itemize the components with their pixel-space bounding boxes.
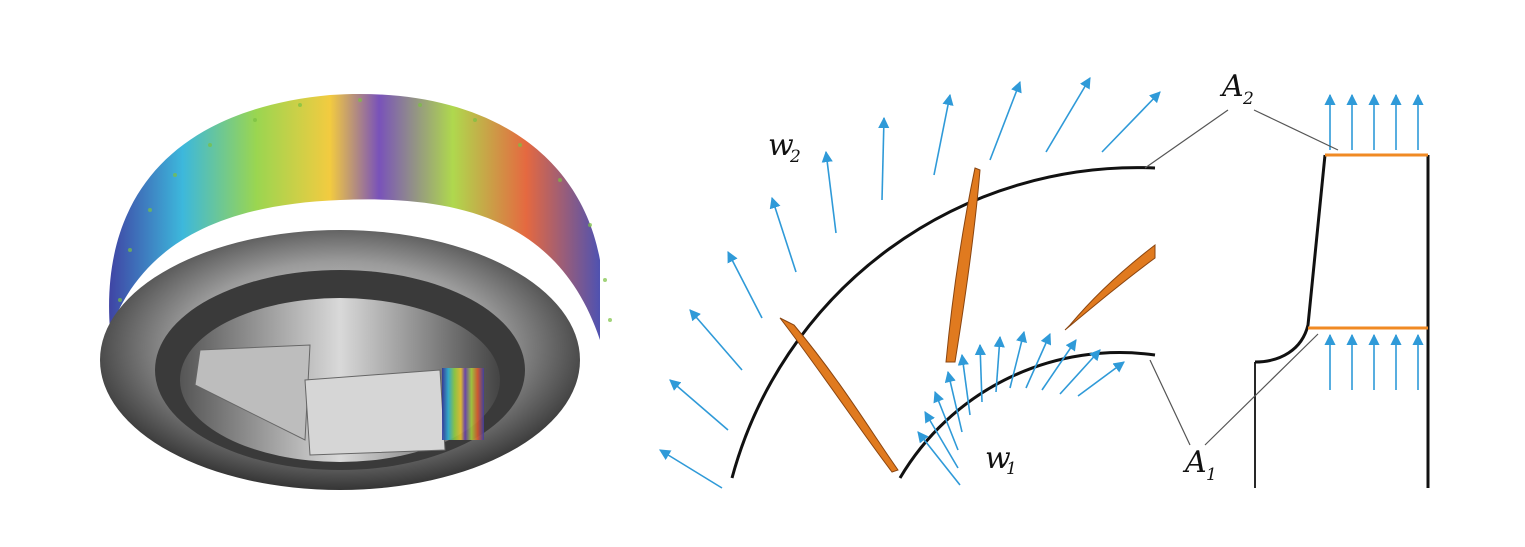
- shroud-profile: [1254, 154, 1327, 364]
- flow-arrow: [659, 449, 723, 489]
- flow-arrow: [821, 150, 837, 234]
- blade-passage-diagram: w 2 w 1: [659, 77, 1161, 489]
- flow-arrow: [1025, 332, 1052, 389]
- flow-arrow: [689, 309, 743, 371]
- flow-arrow: [1101, 91, 1161, 153]
- meridional-section: A 2 A 1: [1144, 69, 1430, 488]
- flow-arrow: [989, 80, 1022, 161]
- flow-arrow: [974, 343, 986, 403]
- flow-arrow: [933, 390, 959, 451]
- flow-arrow: [727, 251, 763, 319]
- flow-arrow: [933, 93, 954, 176]
- flow-arrow: [769, 196, 797, 273]
- flow-arrow: [878, 116, 890, 201]
- impeller-blade: [1064, 243, 1156, 331]
- A2-label-subscript: 2: [1242, 89, 1254, 109]
- flow-arrow: [1009, 330, 1027, 389]
- flow-arrow: [1059, 349, 1101, 395]
- outlet-flow-arrows: [659, 77, 1161, 489]
- w1-label: w: [985, 441, 1011, 476]
- impeller-cfd-render-icon: [100, 93, 612, 490]
- flow-arrow: [1077, 361, 1125, 397]
- w2-label-subscript: 2: [789, 147, 801, 167]
- A1-label: A: [1182, 445, 1207, 480]
- A2-leader-left: [1144, 109, 1229, 169]
- flow-arrow: [944, 370, 963, 433]
- impeller-inner-blade: [194, 344, 311, 441]
- w2-label: w: [768, 128, 794, 163]
- inlet-flow-arrows: [917, 330, 1125, 486]
- impeller-blade: [779, 317, 899, 473]
- impeller-inner-blade: [304, 369, 446, 456]
- A2-label: A: [1219, 69, 1244, 104]
- outlet-circle-arc: [730, 166, 1156, 479]
- A1-leader-left: [1149, 359, 1191, 446]
- flow-arrow: [669, 379, 729, 431]
- flow-arrow: [993, 335, 1005, 393]
- flow-arrow: [917, 431, 961, 486]
- w1-label-subscript: 1: [1006, 459, 1017, 479]
- A1-leader-right: [1204, 333, 1319, 446]
- cfd-flow-band: [109, 93, 600, 340]
- inlet-axial-arrows: [1324, 333, 1424, 390]
- flow-arrow: [1045, 77, 1091, 153]
- A1-label-subscript: 1: [1206, 465, 1217, 485]
- flow-arrow: [957, 353, 971, 416]
- inlet-circle-arc: [898, 351, 1156, 479]
- impeller-blade: [945, 167, 981, 363]
- A2-leader-right: [1253, 109, 1339, 151]
- flow-arrow: [1041, 339, 1077, 391]
- flow-arrow: [924, 411, 959, 469]
- flow-vector-dots: [118, 98, 612, 322]
- outlet-axial-arrows: [1324, 93, 1424, 150]
- impeller-blade-cfd-patch: [442, 368, 484, 440]
